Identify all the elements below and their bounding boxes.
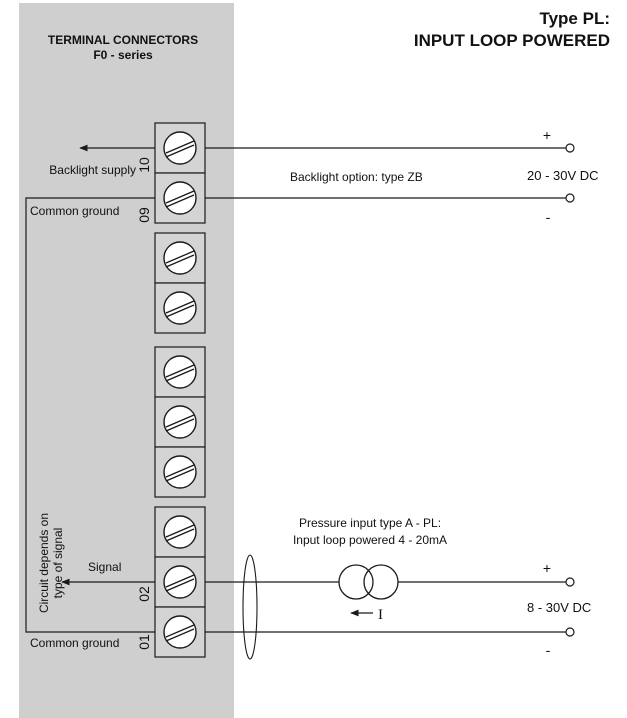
plus-sign-bottom: +: [543, 560, 551, 576]
backlight-voltage-label: 20 - 30V DC: [527, 168, 599, 183]
screw-terminal-10: [154, 122, 206, 174]
backlight-supply-label: Backlight supply: [49, 163, 136, 177]
input-voltage-label: 8 - 30V DC: [527, 600, 591, 615]
common-ground-label-bottom: Common ground: [30, 636, 119, 650]
screw-terminal: [154, 446, 206, 498]
screw-terminal-02: [154, 556, 206, 608]
screw-terminal-09: [154, 172, 206, 224]
terminal-block-backlight: [154, 122, 206, 224]
current-source-circle-left: [338, 564, 374, 600]
common-ground-label-top: Common ground: [30, 204, 119, 218]
screw-terminal: [154, 346, 206, 398]
backlight-option-label: Backlight option: type ZB: [290, 170, 423, 184]
terminal-number-01: 01: [136, 634, 152, 650]
terminal-number-09: 09: [136, 207, 152, 223]
screw-terminal-01: [154, 606, 206, 658]
terminal-block-3: [154, 346, 206, 498]
minus-sign-bottom: -: [546, 642, 551, 658]
plus-sign-top: +: [543, 127, 551, 143]
common-ground-wire: [25, 197, 155, 633]
input-minus-terminal: [565, 627, 575, 637]
terminal-number-02: 02: [136, 586, 152, 602]
backlight-plus-terminal: [565, 143, 575, 153]
circuit-note-line2: type of signal: [51, 528, 65, 599]
minus-sign-top: -: [546, 209, 551, 225]
terminal-block-signal: [154, 506, 206, 658]
loop-powered-label: Input loop powered 4 - 20mA: [293, 533, 447, 547]
input-plus-terminal: [565, 577, 575, 587]
signal-label: Signal: [88, 560, 121, 574]
screw-terminal: [154, 506, 206, 558]
circuit-note-line1: Circuit depends on: [37, 513, 51, 613]
terminal-block-2: [154, 232, 206, 334]
terminal-number-10: 10: [136, 157, 152, 173]
screw-terminal: [154, 282, 206, 334]
screw-terminal: [154, 396, 206, 448]
backlight-minus-terminal: [565, 193, 575, 203]
screw-terminal: [154, 232, 206, 284]
panel-title: TERMINAL CONNECTORS: [48, 33, 198, 47]
panel-subtitle: F0 - series: [93, 48, 153, 62]
pressure-input-label: Pressure input type A - PL:: [299, 516, 441, 530]
diagram-heading-type: Type PL:: [539, 9, 610, 28]
current-symbol: I: [378, 607, 383, 623]
diagram-heading-mode: INPUT LOOP POWERED: [414, 31, 610, 50]
cable-shield-ellipse: [242, 554, 258, 660]
